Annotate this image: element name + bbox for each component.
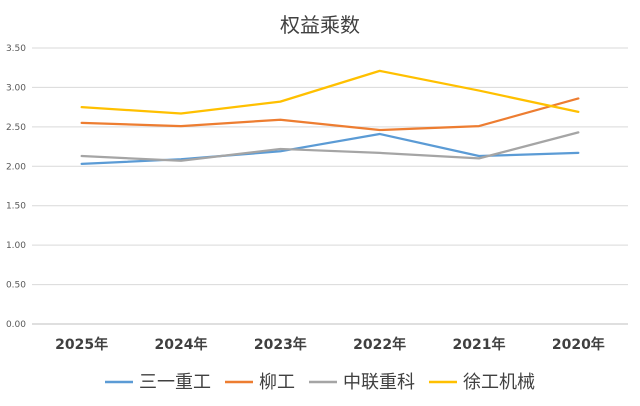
y-tick-label: 1.50 — [6, 202, 26, 212]
gridlines — [32, 47, 628, 325]
legend-item: 三一重工 — [105, 372, 211, 393]
x-tick-label: 2023年 — [254, 336, 307, 353]
x-axis-ticks: 2025年 2024年 2023年 2022年 2021年 2020年 — [55, 336, 605, 353]
legend-item: 柳工 — [225, 372, 295, 393]
x-tick-label: 2025年 — [55, 336, 108, 353]
x-tick-label: 2022年 — [353, 336, 406, 353]
series-line — [80, 69, 580, 115]
y-tick-label: 3.50 — [6, 44, 26, 54]
x-tick-label: 2024年 — [155, 336, 208, 353]
y-tick-label: 0.50 — [6, 281, 26, 291]
y-tick-label: 2.50 — [6, 123, 26, 133]
legend-item: 中联重科 — [309, 372, 415, 393]
x-tick-label: 2020年 — [552, 336, 605, 353]
legend-item: 徐工机械 — [429, 372, 535, 393]
y-tick-label: 2.00 — [6, 162, 26, 172]
series-line — [80, 97, 580, 132]
legend-label: 柳工 — [259, 372, 295, 393]
chart-title: 权益乘数 — [280, 13, 360, 37]
series-line — [80, 131, 580, 162]
legend: 三一重工 柳工 中联重科 徐工机械 — [105, 372, 535, 393]
legend-label: 徐工机械 — [463, 372, 535, 393]
y-tick-label: 0.00 — [6, 320, 26, 330]
y-tick-label: 1.00 — [6, 241, 26, 251]
x-tick-label: 2021年 — [453, 336, 506, 353]
series-lines — [80, 69, 580, 166]
legend-label: 中联重科 — [343, 372, 415, 393]
y-axis-ticks: 0.00 0.50 1.00 1.50 2.00 2.50 3.00 3.50 — [6, 44, 26, 330]
legend-label: 三一重工 — [139, 372, 211, 393]
y-tick-label: 3.00 — [6, 83, 26, 93]
